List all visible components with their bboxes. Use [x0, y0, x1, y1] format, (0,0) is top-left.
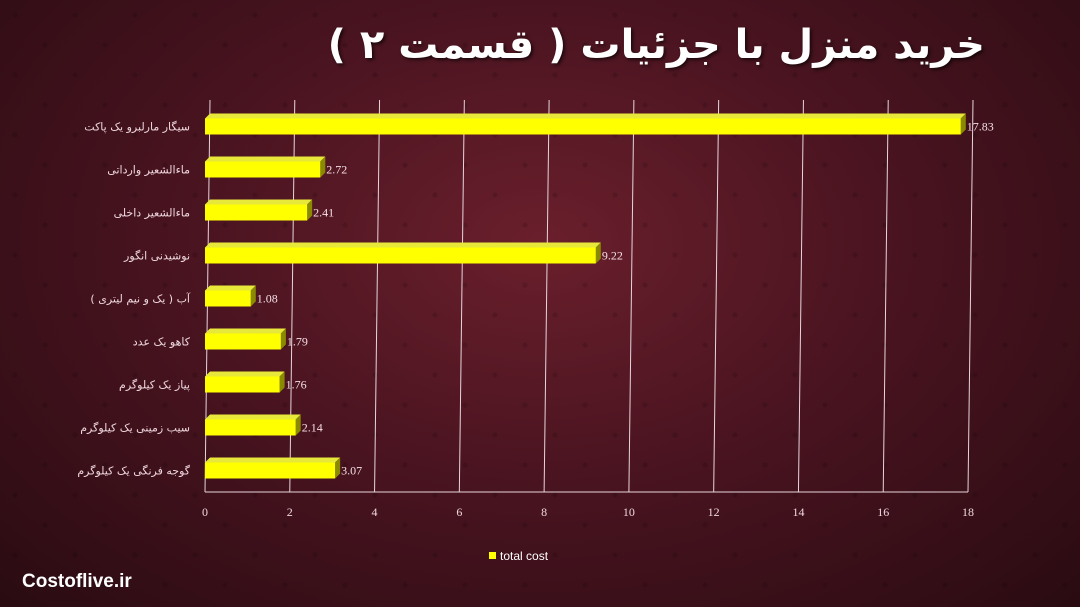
x-tick-label: 12 — [708, 505, 720, 519]
category-label: کاهو یک عدد — [133, 336, 191, 349]
bar-top-face — [205, 328, 286, 334]
bar-top-face — [205, 156, 326, 162]
bar-top-face — [205, 199, 313, 205]
bar-top-face — [205, 242, 601, 248]
category-label: سیگار مارلبرو یک پاکت — [84, 121, 190, 134]
bar-side-face — [960, 113, 966, 135]
legend-swatch — [489, 552, 496, 559]
gridline — [374, 99, 381, 493]
category-label: نوشیدنی انگور — [123, 250, 190, 263]
bar — [205, 414, 301, 436]
bar — [205, 457, 341, 479]
data-label: 17.83 — [967, 120, 994, 134]
bar-front-face — [205, 376, 280, 393]
bar-top-face — [205, 285, 256, 291]
bar — [205, 113, 966, 135]
bar-layer — [205, 113, 966, 479]
bar-side-face — [335, 457, 341, 479]
gridline — [882, 99, 889, 493]
data-label: 1.08 — [257, 292, 278, 306]
bar-side-face — [320, 156, 326, 178]
bar — [205, 285, 256, 307]
x-tick-label: 14 — [792, 505, 804, 519]
bar-side-face — [280, 328, 286, 350]
site-footer: Costoflive.ir — [22, 571, 132, 592]
bar-top-face — [205, 371, 285, 377]
x-tick-label: 18 — [962, 505, 974, 519]
legend: total cost — [489, 549, 549, 563]
bar — [205, 371, 285, 393]
legend-label: total cost — [500, 549, 549, 563]
label-layer: 0 2 4 6 8 10 12 14 16 18 17.83 سیگار مارلبرو یک پاک… — [77, 120, 993, 520]
bar-top-face — [205, 457, 341, 463]
category-label: سیب زمینی یک کیلوگرم — [80, 422, 190, 435]
page-title: خرید منزل با جزئیات ( قسمت ۲ ) — [327, 22, 985, 68]
data-label: 1.79 — [287, 335, 308, 349]
gridline — [713, 99, 720, 493]
gridline — [543, 99, 550, 493]
bar-front-face — [205, 333, 281, 350]
bar-top-face — [205, 414, 301, 420]
bar-front-face — [205, 419, 296, 436]
x-tick-label: 2 — [287, 505, 293, 519]
x-tick-label: 10 — [623, 505, 635, 519]
bar-front-face — [205, 118, 961, 135]
bar — [205, 199, 313, 221]
data-label: 2.14 — [302, 421, 323, 435]
x-tick-label: 8 — [541, 505, 547, 519]
bar-front-face — [205, 204, 308, 221]
x-tick-label: 4 — [372, 505, 378, 519]
bar-side-face — [279, 371, 285, 393]
bar-front-face — [205, 290, 251, 307]
bar-front-face — [205, 462, 336, 479]
category-label: ماءالشعیر داخلی — [114, 207, 191, 220]
bar-side-face — [295, 414, 301, 436]
data-label: 1.76 — [286, 378, 307, 392]
bar-side-face — [307, 199, 313, 221]
data-label: 2.72 — [326, 163, 347, 177]
bar — [205, 156, 326, 178]
category-label: گوجه فرنگی یک کیلوگرم — [77, 465, 190, 478]
bar-front-face — [205, 161, 321, 178]
gridline — [628, 99, 635, 493]
bar-side-face — [250, 285, 256, 307]
bar-top-face — [205, 113, 966, 119]
category-label: آب ( یک و نیم لیتری ) — [90, 292, 191, 306]
gridline — [967, 99, 974, 493]
category-label: ماءالشعیر وارداتی — [107, 164, 190, 177]
gridline — [797, 99, 804, 493]
data-label: 3.07 — [341, 464, 362, 478]
category-label: پیاز یک کیلوگرم — [119, 379, 190, 392]
bar — [205, 242, 601, 264]
bar-side-face — [595, 242, 601, 264]
bar-front-face — [205, 247, 596, 264]
bar — [205, 328, 286, 350]
x-tick-label: 6 — [456, 505, 462, 519]
gridline — [458, 99, 465, 493]
x-tick-label: 0 — [202, 505, 208, 519]
x-tick-label: 16 — [877, 505, 889, 519]
data-label: 2.41 — [313, 206, 334, 220]
data-label: 9.22 — [602, 249, 623, 263]
